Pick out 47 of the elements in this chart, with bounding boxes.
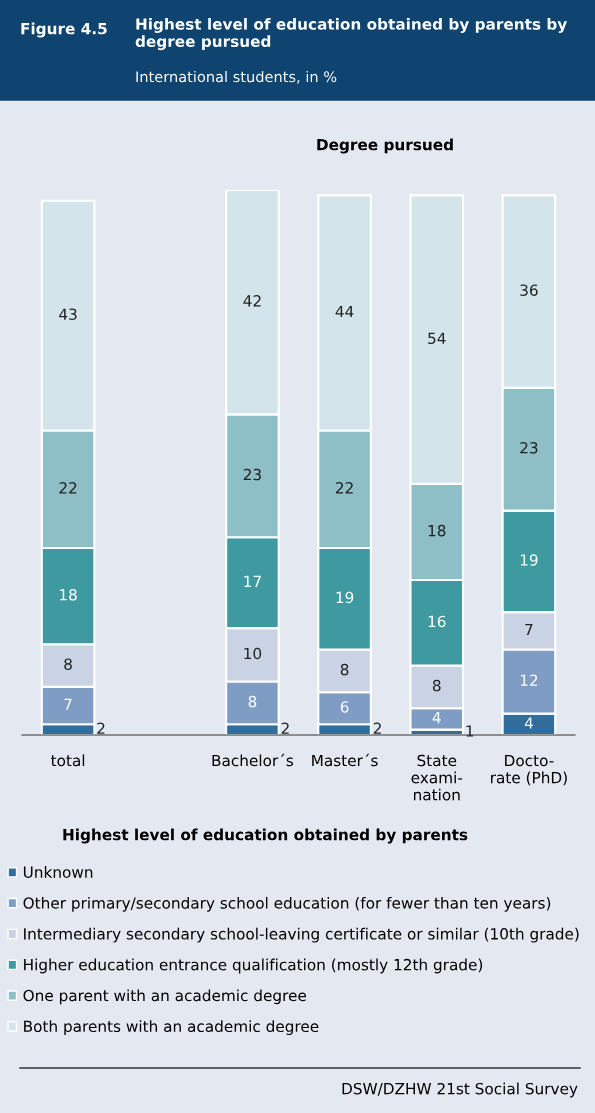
data-label: 10 — [244, 647, 262, 660]
data-label: 42 — [243, 295, 261, 307]
x-tick-label: State exami- nation — [411, 754, 463, 801]
data-label: 18 — [60, 588, 77, 601]
data-label: 7 — [525, 623, 533, 636]
data-label: 2 — [281, 722, 289, 734]
data-label: 16 — [428, 615, 446, 628]
data-label: 17 — [244, 575, 261, 587]
legend-title: Highest level of education obtained by parents — [63, 828, 468, 844]
data-label: 8 — [340, 663, 349, 676]
data-label: 8 — [248, 695, 257, 708]
data-label: 12 — [520, 674, 538, 686]
data-label: 19 — [336, 591, 354, 604]
data-label: 44 — [335, 305, 354, 318]
x-tick-label: Docto- rate (PhD) — [491, 754, 567, 786]
data-label: 8 — [432, 679, 441, 692]
data-label: 19 — [520, 554, 538, 566]
data-label: 4 — [524, 717, 533, 729]
legend-label: Higher education entrance qualification (mostly 12th grade) — [24, 958, 483, 974]
data-label: 4 — [432, 712, 441, 724]
data-label: 36 — [520, 284, 538, 296]
chart-title: Highest level of education obtained by parents by degree pursued — [135, 18, 567, 51]
data-label: 1 — [466, 725, 474, 737]
data-label: 7 — [64, 698, 72, 710]
x-tick-label: total — [51, 754, 85, 767]
data-label: 2 — [373, 722, 381, 734]
legend-label: Both parents with an academic degree — [24, 1020, 319, 1036]
data-label: 8 — [64, 658, 72, 670]
x-tick-label: Master´s — [312, 753, 378, 767]
legend-label: Intermediary secondary school-leaving certificate or similar (10th grade) — [24, 927, 579, 943]
data-label: 23 — [243, 468, 261, 481]
data-label: 18 — [428, 524, 446, 537]
data-label: 6 — [340, 701, 349, 713]
legend-label: Unknown — [23, 866, 93, 878]
data-label: 22 — [335, 482, 353, 494]
data-label: 22 — [59, 482, 77, 494]
text: Degree pursued — [317, 138, 453, 154]
x-tick-label: Bachelor´s — [212, 753, 294, 767]
caption: Figure 4.5 — [21, 22, 107, 38]
data-label: 43 — [59, 308, 77, 320]
data-label: 2 — [97, 722, 105, 734]
data-label: 54 — [428, 332, 446, 345]
text: DSW/DZHW 21st Social Survey — [342, 1082, 578, 1098]
data-label: 23 — [520, 442, 538, 454]
chart-subtitle: International students, in % — [136, 70, 337, 84]
legend-label: One parent with an academic degree — [23, 989, 307, 1005]
legend-label: Other primary/secondary school education (for fewer than ten years) — [23, 896, 551, 912]
